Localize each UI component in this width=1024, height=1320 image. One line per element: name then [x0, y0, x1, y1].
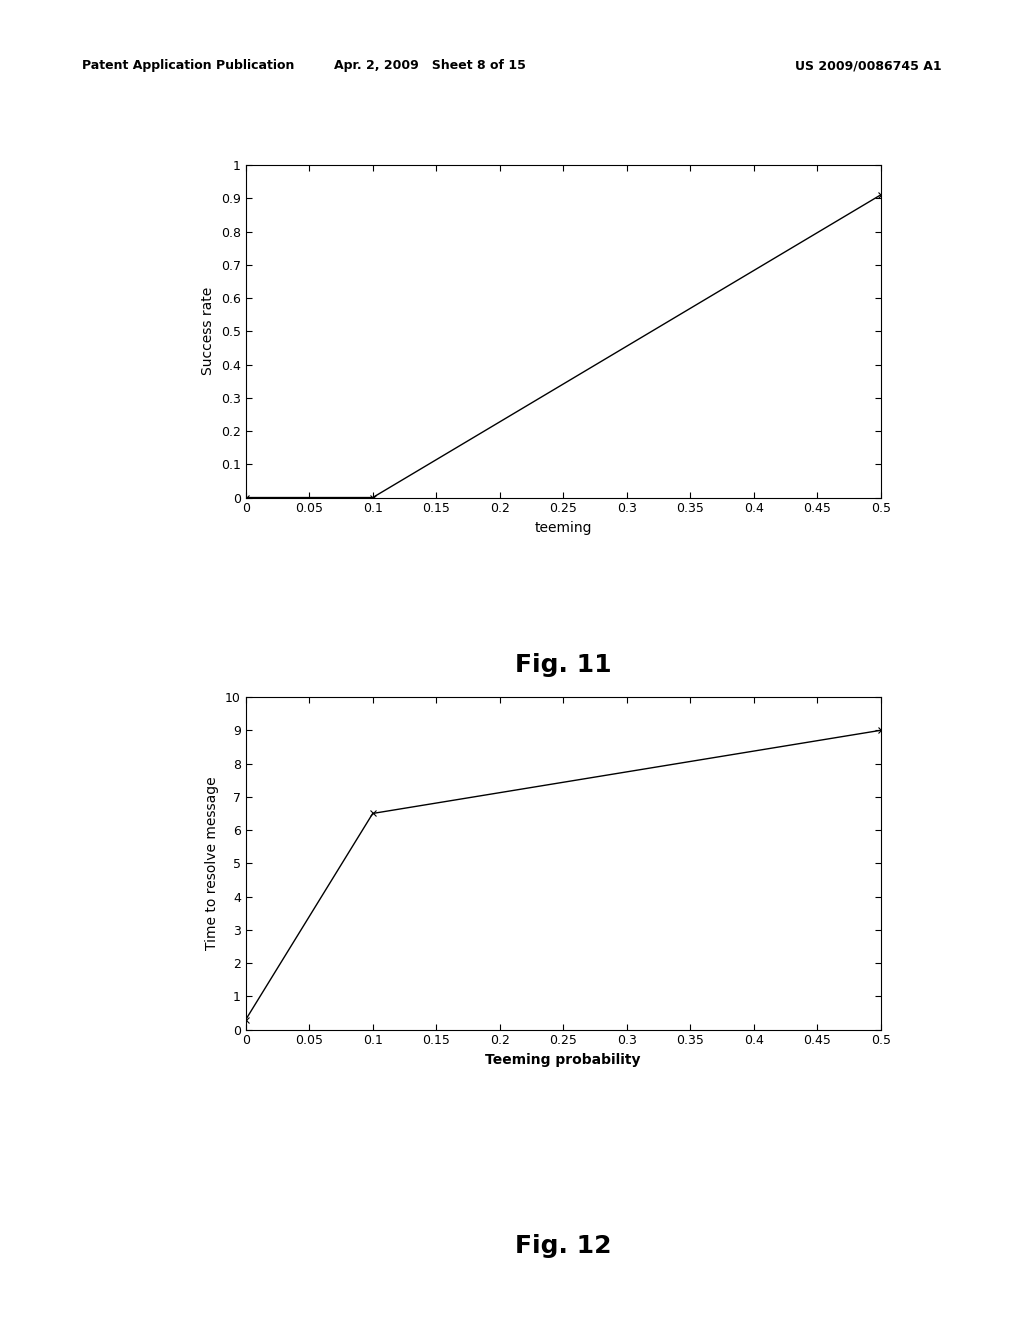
- Text: Fig. 11: Fig. 11: [515, 653, 611, 677]
- X-axis label: teeming: teeming: [535, 521, 592, 535]
- Text: Fig. 12: Fig. 12: [515, 1234, 611, 1258]
- Text: Apr. 2, 2009   Sheet 8 of 15: Apr. 2, 2009 Sheet 8 of 15: [334, 59, 526, 73]
- Y-axis label: Success rate: Success rate: [202, 288, 215, 375]
- X-axis label: Teeming probability: Teeming probability: [485, 1053, 641, 1067]
- Text: Patent Application Publication: Patent Application Publication: [82, 59, 294, 73]
- Y-axis label: Time to resolve message: Time to resolve message: [206, 776, 219, 950]
- Text: US 2009/0086745 A1: US 2009/0086745 A1: [796, 59, 942, 73]
